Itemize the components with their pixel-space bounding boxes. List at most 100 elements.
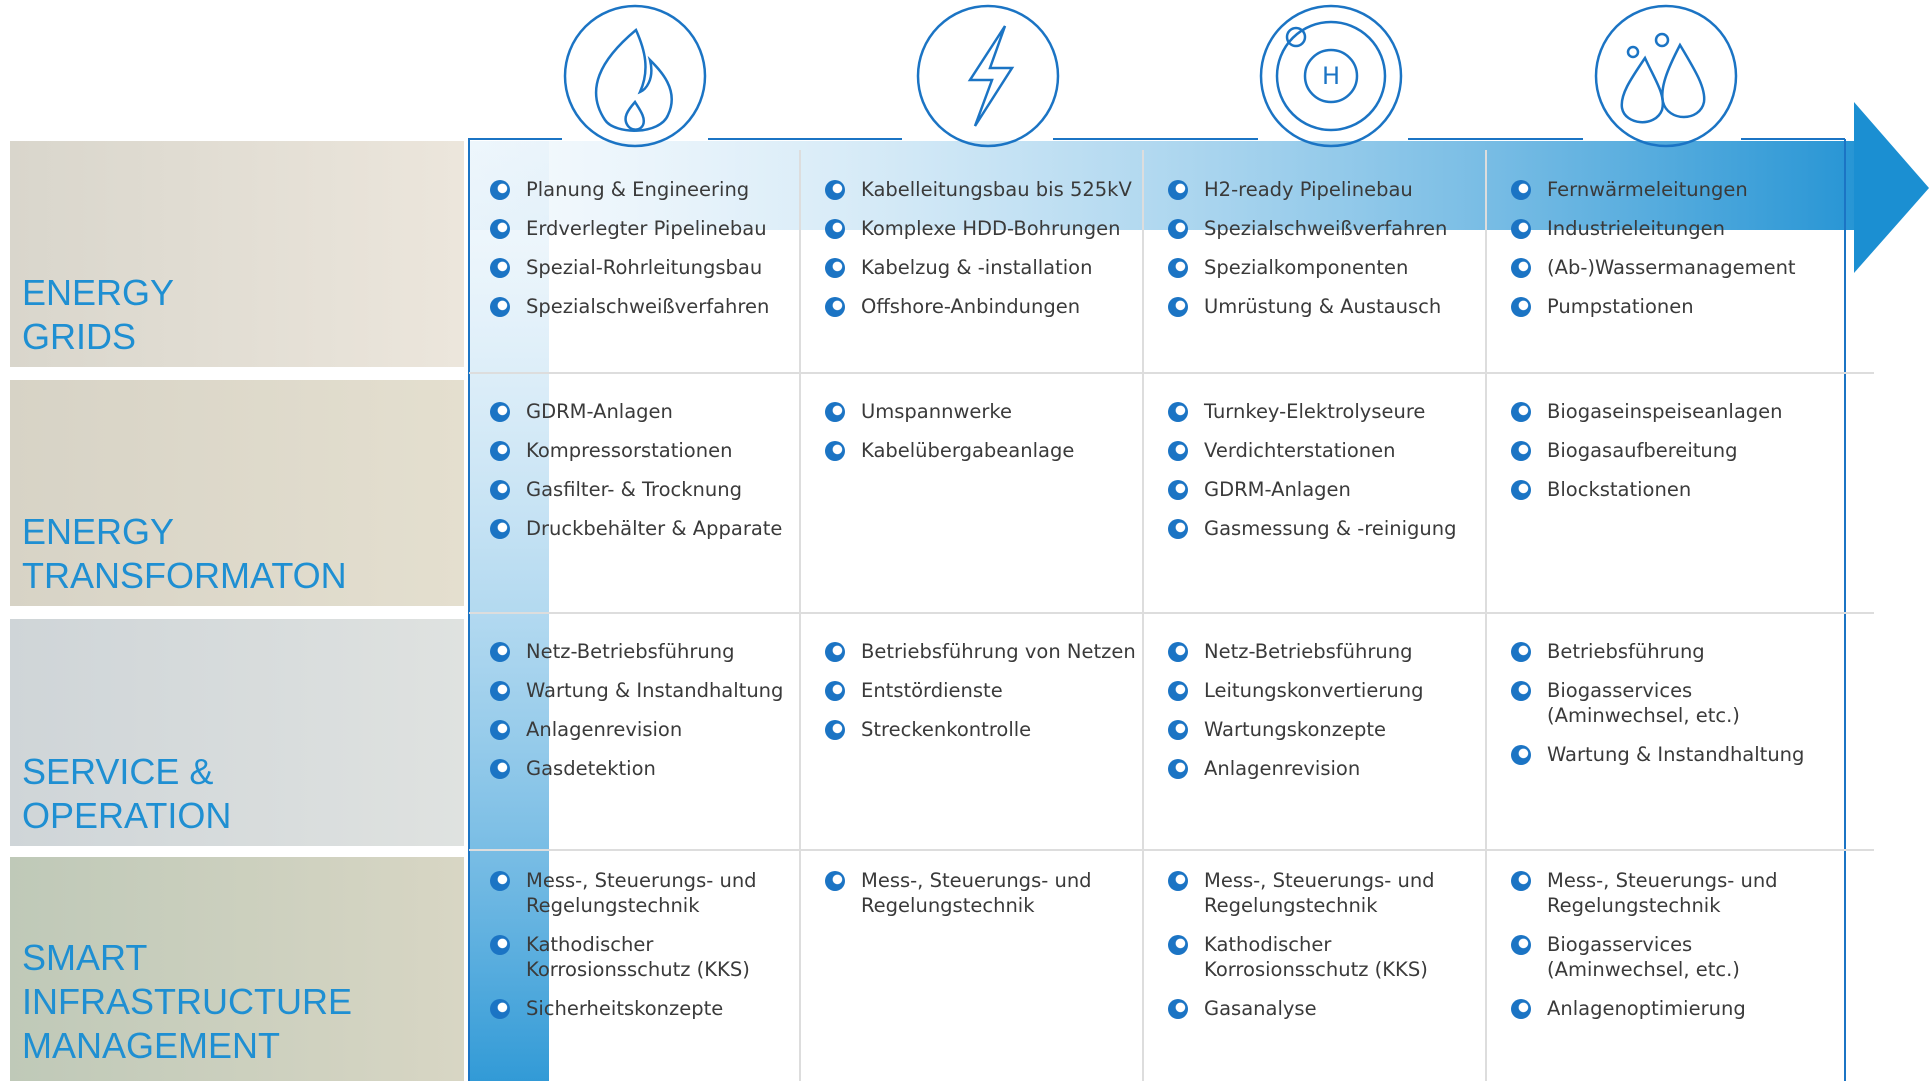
item-text: Mess-, Steuerungs- und Regelungstechnik	[526, 869, 757, 917]
list-item: Biogasservices (Aminwechsel, etc.)	[1511, 678, 1831, 728]
list-item: Offshore-Anbindungen	[825, 294, 1145, 319]
bullet	[490, 219, 510, 239]
item-text: Kabelzug & -installation	[861, 256, 1093, 279]
list-item: Anlagenrevision	[490, 717, 810, 742]
list-item: Turnkey-Elektrolyseure	[1168, 399, 1488, 424]
list-item: Leitungskonvertierung	[1168, 678, 1488, 703]
list-item: Gasanalyse	[1168, 996, 1488, 1021]
item-text: Gasdetektion	[526, 757, 656, 780]
list-item: Gasfilter- & Trocknung	[490, 477, 810, 502]
bullet	[1168, 180, 1188, 200]
bullet	[490, 935, 510, 955]
row-label-line: ENERGY	[22, 272, 175, 313]
cell: Biogaseinspeiseanlagen Biogasaufbereitung…	[1511, 399, 1831, 516]
list-item: Biogaseinspeiseanlagen	[1511, 399, 1831, 424]
bullet	[1511, 219, 1531, 239]
item-text: Kompressorstationen	[526, 439, 733, 462]
item-text: Erdverlegter Pipelinebau	[526, 217, 767, 240]
bullet	[1168, 258, 1188, 278]
arrow-band	[469, 141, 1859, 230]
bullet	[490, 441, 510, 461]
item-text: Wartungskonzepte	[1204, 718, 1387, 741]
cell: Mess-, Steuerungs- und Regelungstechnik K…	[490, 868, 810, 1035]
item-text: Mess-, Steuerungs- und Regelungstechnik	[1547, 869, 1778, 917]
item-text: Wartung & Instandhaltung	[1547, 743, 1805, 766]
row-label-line: GRIDS	[22, 316, 137, 357]
list-item: Komplexe HDD-Bohrungen	[825, 216, 1145, 241]
cell: Kabelleitungsbau bis 525kV Komplexe HDD-B…	[825, 177, 1145, 333]
cell: Netz-Betriebsführung Wartung & Instandhal…	[490, 639, 810, 795]
grid-lines	[469, 150, 1874, 1081]
bullet	[825, 258, 845, 278]
list-item: H2-ready Pipelinebau	[1168, 177, 1488, 202]
list-item: Anlagenrevision	[1168, 756, 1488, 781]
item-text: Pumpstationen	[1547, 295, 1694, 318]
item-text: Spezialschweißverfahren	[526, 295, 770, 318]
bullet	[1168, 871, 1188, 891]
item-text: Komplexe HDD-Bohrungen	[861, 217, 1121, 240]
item-text: Offshore-Anbindungen	[861, 295, 1081, 318]
item-text: Entstördienste	[861, 679, 1003, 702]
item-text: Anlagenrevision	[526, 718, 683, 741]
list-item: Umrüstung & Austausch	[1168, 294, 1488, 319]
bullet	[1168, 935, 1188, 955]
cell: Mess-, Steuerungs- und Regelungstechnik B…	[1511, 868, 1831, 1035]
bullet	[1511, 681, 1531, 701]
row-label-line: ENERGY	[22, 511, 175, 552]
bullet	[1511, 999, 1531, 1019]
bullet	[490, 681, 510, 701]
item-text: Umrüstung & Austausch	[1204, 295, 1442, 318]
bullet	[825, 297, 845, 317]
icons	[563, 4, 1738, 148]
item-text: Streckenkontrolle	[861, 718, 1032, 741]
bullet	[1168, 402, 1188, 422]
item-text: Anlagenrevision	[1204, 757, 1361, 780]
list-item: Pumpstationen	[1511, 294, 1831, 319]
item-text: Biogasservices (Aminwechsel, etc.)	[1547, 679, 1740, 727]
bullet	[825, 441, 845, 461]
list-item: Betriebsführung	[1511, 639, 1831, 664]
bullet	[1168, 441, 1188, 461]
bullet	[1168, 297, 1188, 317]
item-text: Gasmessung & -reinigung	[1204, 517, 1457, 540]
item-text: (Ab-)Wassermanagement	[1547, 256, 1796, 279]
list-item: Druckbehälter & Apparate	[490, 516, 810, 541]
list-item: Mess-, Steuerungs- und Regelungstechnik	[1511, 868, 1831, 918]
item-text: Kathodischer Korrosionsschutz (KKS)	[1204, 933, 1428, 981]
bullet	[1511, 441, 1531, 461]
list-item: Mess-, Steuerungs- und Regelungstechnik	[1168, 868, 1488, 918]
item-text: Mess-, Steuerungs- und Regelungstechnik	[861, 869, 1092, 917]
item-text: Biogasaufbereitung	[1547, 439, 1738, 462]
list-item: Blockstationen	[1511, 477, 1831, 502]
frame	[468, 138, 1846, 1081]
list-item: Spezial-Rohrleitungsbau	[490, 255, 810, 280]
list-item: Gasdetektion	[490, 756, 810, 781]
list-item: Kabelzug & -installation	[825, 255, 1145, 280]
arrow-head	[1854, 102, 1929, 273]
bullet	[490, 258, 510, 278]
bullet	[1511, 871, 1531, 891]
bullet	[825, 180, 845, 200]
list-item: Wartung & Instandhaltung	[490, 678, 810, 703]
bullet	[1511, 480, 1531, 500]
bullet	[490, 402, 510, 422]
hydrogen-label: H	[1322, 62, 1340, 90]
item-text: Gasanalyse	[1204, 997, 1317, 1020]
list-item: Umspannwerke	[825, 399, 1145, 424]
row-label: SMART INFRASTRUCTURE MANAGEMENT	[22, 936, 352, 1068]
list-item: Industrieleitungen	[1511, 216, 1831, 241]
row-photo	[10, 380, 464, 606]
item-text: Kabelleitungsbau bis 525kV	[861, 178, 1132, 201]
list-item: Mess-, Steuerungs- und Regelungstechnik	[490, 868, 810, 918]
list-item: Wartungskonzepte	[1168, 717, 1488, 742]
item-text: Biogasservices (Aminwechsel, etc.)	[1547, 933, 1740, 981]
list-item: Planung & Engineering	[490, 177, 810, 202]
bullet	[1168, 681, 1188, 701]
item-text: Turnkey-Elektrolyseure	[1204, 400, 1426, 423]
bullet	[1511, 642, 1531, 662]
item-text: Planung & Engineering	[526, 178, 750, 201]
row-photo	[10, 141, 464, 367]
list-item: Betriebsführung von Netzen	[825, 639, 1145, 664]
